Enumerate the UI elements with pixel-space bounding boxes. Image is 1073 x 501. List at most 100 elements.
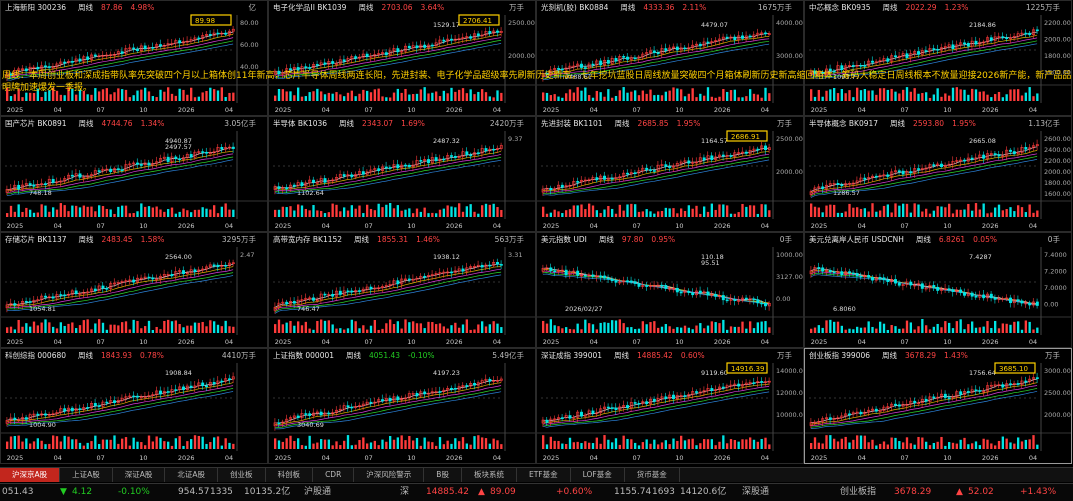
candle bbox=[1032, 301, 1035, 306]
volume-bar bbox=[32, 321, 36, 333]
volume-bar bbox=[40, 204, 43, 217]
volume-bar bbox=[389, 203, 392, 217]
market-tab[interactable]: 创业板 bbox=[218, 468, 266, 482]
volume-bar bbox=[653, 213, 656, 217]
volume-bar bbox=[825, 90, 828, 101]
candle bbox=[231, 376, 235, 380]
candle bbox=[706, 155, 710, 161]
volume-bar bbox=[377, 445, 380, 449]
market-tab[interactable]: 北证A股 bbox=[165, 468, 219, 482]
chart-panel[interactable]: 半导体概念 BK0917 周线 2593.80 1.95% 1.13亿手 2600.00 2… bbox=[804, 116, 1072, 232]
chart-panel[interactable]: 创业板指 399006 周线 3678.29 1.43% 万手 3000.00 2500.0… bbox=[804, 348, 1072, 464]
volume-bar bbox=[932, 210, 935, 217]
volume-bar bbox=[683, 325, 687, 333]
candle bbox=[182, 41, 185, 44]
volume-bar bbox=[86, 206, 89, 217]
candle bbox=[86, 291, 90, 294]
chart-panel[interactable]: 深证成指 399001 周线 14885.42 0.60% 万手 14000.00 1200… bbox=[536, 348, 804, 464]
market-tab[interactable]: 科创板 bbox=[266, 468, 314, 482]
chart-panel[interactable]: 半导体 BK1036 周线 2343.07 1.69% 2420万手 9.37 2025 04… bbox=[268, 116, 536, 232]
candle bbox=[216, 32, 220, 35]
volume-bar bbox=[859, 208, 863, 217]
candle bbox=[932, 164, 936, 166]
volume-bar bbox=[840, 438, 843, 449]
volume-bar bbox=[718, 323, 721, 333]
candle bbox=[151, 47, 155, 49]
candle bbox=[878, 60, 882, 63]
sh-connect-link[interactable]: 沪股通 bbox=[304, 487, 332, 497]
chart-panel[interactable]: 美元指数 UDI 周线 97.80 0.95% 0手 1000.00 3127.00 0.00… bbox=[536, 232, 804, 348]
chart-panel[interactable]: 中芯概念 BK0935 周线 2022.29 1.23% 1225万手 2200.00 20… bbox=[804, 0, 1072, 116]
market-tab[interactable]: 沪深风险警示 bbox=[354, 468, 425, 482]
chart-panel[interactable]: 美元兑离岸人民币 USDCNH 周线 6.8261 0.05% 0手 7.4000 7.20… bbox=[804, 232, 1072, 348]
chart-panel[interactable]: 电子化学品II BK1039 周线 2703.06 3.64% 万手 2500.00 200… bbox=[268, 0, 536, 116]
volume-bar bbox=[764, 321, 767, 333]
volume-bar bbox=[442, 444, 445, 449]
y-tick-label: 40.00 bbox=[240, 63, 259, 71]
market-tab[interactable]: B股 bbox=[424, 468, 462, 482]
candle bbox=[147, 47, 151, 50]
chart-panel[interactable]: 科创综指 000680 周线 1843.93 0.78% 4410万手 2025 04 07 1… bbox=[0, 348, 268, 464]
panel-volume-unit: 万手 bbox=[1045, 351, 1060, 360]
volume-bar bbox=[289, 320, 292, 333]
candle bbox=[461, 385, 465, 387]
volume-bar bbox=[637, 445, 641, 449]
volume-bar bbox=[1009, 442, 1012, 449]
market-tab[interactable]: LOF基金 bbox=[571, 468, 625, 482]
chart-panel[interactable]: 上海新阳 300236 周线 87.86 4.98% 亿 80.00 60.00 40.00 2… bbox=[0, 0, 268, 116]
volume-bar bbox=[366, 443, 369, 449]
candle bbox=[817, 267, 821, 269]
candle bbox=[197, 151, 201, 153]
moving-average-line bbox=[542, 391, 770, 428]
candle bbox=[151, 163, 155, 166]
candle bbox=[155, 44, 159, 49]
market-tab[interactable]: 沪深京A股 bbox=[0, 468, 61, 482]
volume-bar bbox=[948, 203, 951, 217]
panel-period: 周线 bbox=[78, 119, 94, 128]
candle bbox=[832, 271, 836, 274]
candle bbox=[572, 65, 576, 68]
volume-bar bbox=[151, 329, 154, 333]
chart-panel[interactable]: 先进封装 BK1101 周线 2685.85 1.95% 万手 2500.00 2000.0… bbox=[536, 116, 804, 232]
chart-panel[interactable]: 高带宽内存 BK1152 周线 1855.31 1.46% 563万手 3.31 2025 0… bbox=[268, 232, 536, 348]
market-tab[interactable]: 货币基金 bbox=[625, 468, 680, 482]
chart-panel[interactable]: 上证指数 000001 周线 4051.43 -0.10% 5.49亿手 2025 04 07… bbox=[268, 348, 536, 464]
market-tab[interactable]: 深证A股 bbox=[113, 468, 166, 482]
market-tab[interactable]: 上证A股 bbox=[60, 468, 113, 482]
chart-panel[interactable]: 存储芯片 BK1137 周线 2483.45 1.58% 3295万手 2.47 2025 0… bbox=[0, 232, 268, 348]
candlestick-chart[interactable]: 2600.002400.002200.002000.001800.001600.… bbox=[805, 117, 1072, 232]
chart-panel[interactable]: 国产芯片 BK0891 周线 4744.76 1.34% 3.05亿手 2025 04 07 1… bbox=[0, 116, 268, 232]
volume-bar bbox=[193, 322, 197, 333]
market-tab[interactable]: 板块系统 bbox=[462, 468, 517, 482]
market-tab[interactable]: CDR bbox=[313, 468, 355, 482]
candle bbox=[702, 157, 706, 161]
candle bbox=[492, 380, 496, 382]
candle bbox=[427, 275, 430, 277]
sz-connect-link[interactable]: 深股通 bbox=[742, 487, 770, 497]
candle bbox=[970, 157, 974, 160]
volume-bar bbox=[435, 91, 438, 101]
candle bbox=[51, 178, 55, 183]
panel-volume-unit: 3.05亿手 bbox=[224, 119, 256, 128]
volume-bar bbox=[951, 328, 955, 333]
market-tab[interactable]: ETF基金 bbox=[517, 468, 571, 482]
volume-bar bbox=[488, 443, 491, 449]
volume-bar bbox=[496, 323, 499, 333]
chart-panel[interactable]: 光刻机(胶) BK0884 周线 4333.36 2.11% 1675万手 4000.00… bbox=[536, 0, 804, 116]
volume-bar bbox=[381, 328, 384, 333]
